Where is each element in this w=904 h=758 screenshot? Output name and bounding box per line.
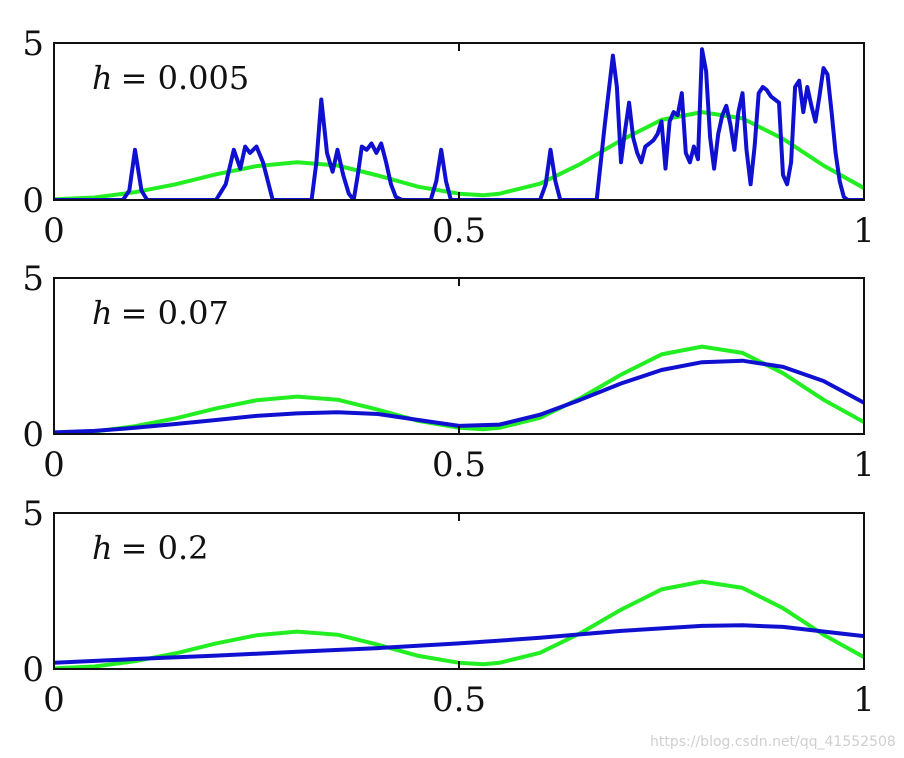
x-tick-label: 0 <box>43 445 65 485</box>
x-tick-label: 1 <box>853 211 875 251</box>
chart-panel-2: 0 0.5 1 0 5 h = 0.07 <box>22 259 874 485</box>
true-density-line <box>54 579 864 669</box>
panel-label-value: = 0.005 <box>121 59 250 97</box>
chart-panel-1: 0 0.5 1 0 5 h = 0.005 <box>22 24 874 251</box>
kde-estimate-line <box>54 623 864 665</box>
panel-label-variable: h <box>92 529 113 567</box>
y-tick-label: 5 <box>22 494 44 534</box>
x-tick-label: 0 <box>43 680 65 720</box>
panel-label: h = 0.005 <box>92 59 249 97</box>
x-tick-label: 0.5 <box>432 445 486 485</box>
x-tick-label: 1 <box>853 445 875 485</box>
watermark-text: https://blog.csdn.net/qq_41552508 <box>650 734 896 750</box>
x-tick-label: 0 <box>43 211 65 251</box>
chart-panel-3: 0 0.5 1 0 5 h = 0.2 <box>22 494 874 720</box>
x-tick-label: 1 <box>853 680 875 720</box>
panel-label-value: = 0.07 <box>121 294 229 332</box>
y-tick-label: 0 <box>22 415 44 455</box>
y-tick-label: 5 <box>22 24 44 64</box>
panel-label-variable: h <box>92 294 113 332</box>
kde-estimate-line <box>54 358 864 434</box>
series-group <box>54 47 864 200</box>
y-tick-label: 5 <box>22 259 44 299</box>
kde-estimate-line <box>54 47 864 200</box>
series-group <box>54 344 864 434</box>
true-density-line <box>54 344 864 434</box>
panel-label: h = 0.07 <box>92 294 229 332</box>
x-tick-label: 0.5 <box>432 680 486 720</box>
panel-label-value: = 0.2 <box>121 529 209 567</box>
y-tick-label: 0 <box>22 650 44 690</box>
panel-label-variable: h <box>92 59 113 97</box>
y-tick-label: 0 <box>22 181 44 221</box>
series-group <box>54 579 864 669</box>
true-density-line <box>54 110 864 200</box>
x-tick-label: 0.5 <box>432 211 486 251</box>
panel-label: h = 0.2 <box>92 529 208 567</box>
